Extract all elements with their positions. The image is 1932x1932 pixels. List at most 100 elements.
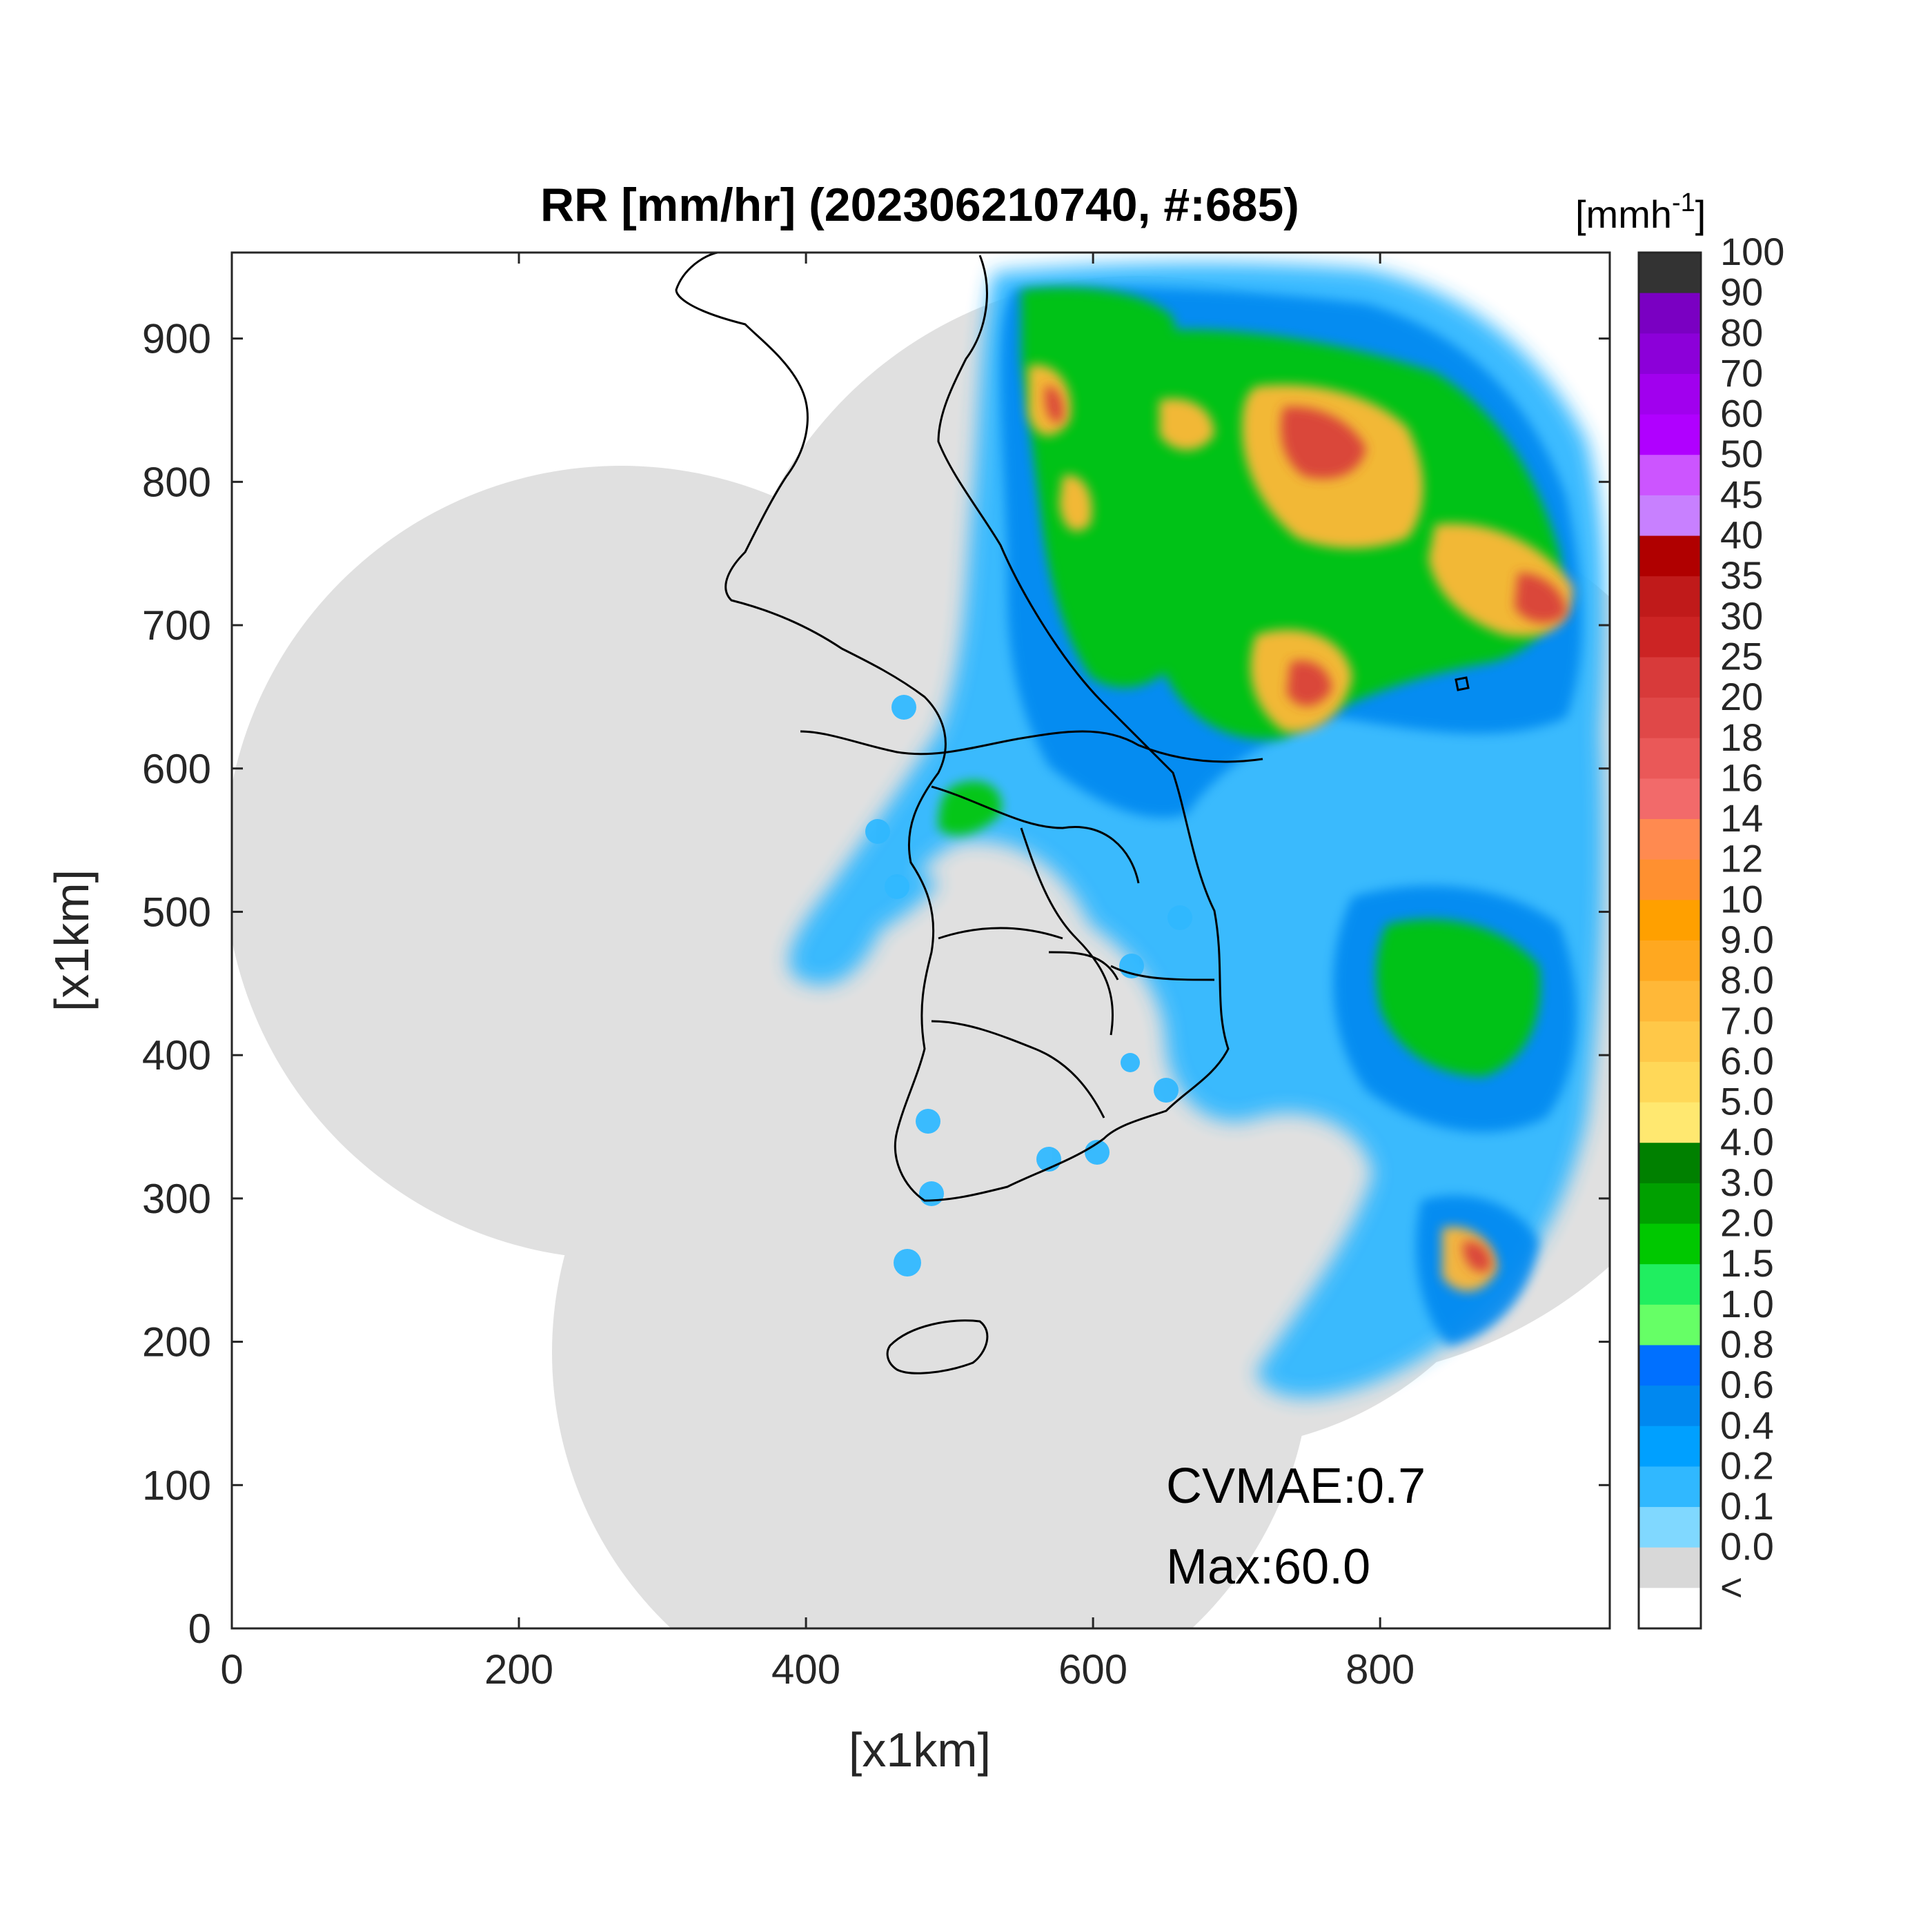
colorbar-cell (1639, 495, 1701, 537)
colorbar-cell (1639, 778, 1701, 820)
boundaries (675, 253, 1470, 1374)
colorbar-label: 9.0 (1720, 918, 1774, 961)
y-tick-label: 600 (142, 746, 211, 792)
cvmae-annotation: CVMAE:0.7 (1166, 1459, 1426, 1514)
colorbar-label: 35 (1720, 553, 1763, 597)
colorbar-cell (1639, 698, 1701, 739)
x-tick-label: 600 (1058, 1646, 1127, 1693)
colorbar-label: 2.0 (1720, 1201, 1774, 1245)
colorbar-cell (1639, 940, 1701, 982)
y-tick-label: 700 (142, 602, 211, 649)
y-tick-label: 100 (142, 1462, 211, 1508)
colorbar-cell (1639, 333, 1701, 375)
rain-extreme (1045, 386, 1566, 1272)
colorbar-label: 0.6 (1720, 1363, 1774, 1406)
colorbar-label: < (1720, 1565, 1743, 1608)
x-tick-label: 0 (220, 1646, 243, 1693)
ulleung-outline (1455, 676, 1470, 691)
y-tick-label: 500 (142, 889, 211, 935)
colorbar-unit-prefix: [mmh (1575, 193, 1672, 236)
colorbar-cell (1639, 1345, 1701, 1386)
x-axis: 0 200 400 600 800 (220, 253, 1414, 1693)
colorbar-cell (1639, 1386, 1701, 1427)
colorbar-cell (1639, 1143, 1701, 1184)
colorbar-cell (1639, 819, 1701, 860)
colorbar-cell (1639, 1102, 1701, 1143)
colorbar-label: 0.1 (1720, 1484, 1774, 1528)
colorbar-label: 0.2 (1720, 1443, 1774, 1487)
colorbar-label: 0.4 (1720, 1403, 1774, 1447)
colorbar-label: 50 (1720, 432, 1763, 475)
colorbar-label: 60 (1720, 392, 1763, 435)
colorbar-label: 8.0 (1720, 958, 1774, 1002)
colorbar-label: 5.0 (1720, 1080, 1774, 1123)
colorbar-cell (1639, 900, 1701, 941)
y-axis-label: [x1km] (45, 869, 99, 1012)
colorbar-label: 90 (1720, 270, 1763, 314)
colorbar-label: 14 (1720, 796, 1763, 840)
colorbar-cell (1639, 738, 1701, 780)
colorbar-cells (1639, 253, 1701, 1629)
colorbar-label: 3.0 (1720, 1161, 1774, 1204)
colorbar-cell (1639, 1426, 1701, 1468)
y-tick-label: 800 (142, 459, 211, 505)
colorbar-cell (1639, 1223, 1701, 1265)
colorbar-cell (1639, 1466, 1701, 1508)
colorbar-label: 10 (1720, 877, 1763, 920)
colorbar-cell (1639, 414, 1701, 455)
colorbar-labels: 100908070605045403530252018161412109.08.… (1720, 230, 1784, 1608)
colorbar-label: 12 (1720, 837, 1763, 880)
precipitation-field (789, 262, 1605, 1398)
colorbar-label: 0.0 (1720, 1525, 1774, 1568)
colorbar-cell (1639, 1021, 1701, 1063)
colorbar-label: 20 (1720, 675, 1763, 718)
colorbar-cell (1639, 293, 1701, 334)
plot-frame (230, 251, 1611, 1630)
colorbar-unit: [mmh-1] (1575, 188, 1706, 236)
colorbar-cell (1639, 1507, 1701, 1548)
korea-outline (675, 253, 1230, 1202)
colorbar-label: 7.0 (1720, 998, 1774, 1042)
x-tick-label: 200 (484, 1646, 553, 1693)
colorbar-unit-exponent: -1 (1672, 188, 1695, 217)
colorbar-label: 40 (1720, 513, 1763, 557)
colorbar-label: 4.0 (1720, 1120, 1774, 1163)
colorbar-cell (1639, 1183, 1701, 1225)
colorbar-cell (1639, 373, 1701, 415)
colorbar-cell (1639, 616, 1701, 658)
colorbar-label: 18 (1720, 716, 1763, 759)
colorbar-label: 6.0 (1720, 1039, 1774, 1083)
plot-area (230, 251, 1611, 1630)
y-tick-label: 300 (142, 1176, 211, 1222)
colorbar-cell (1639, 1547, 1701, 1588)
x-tick-label: 400 (771, 1646, 840, 1693)
jeju-outline (886, 1319, 989, 1374)
colorbar-frame (1637, 251, 1702, 1630)
colorbar-label: 1.0 (1720, 1282, 1774, 1325)
y-tick-label: 200 (142, 1319, 211, 1366)
colorbar: 100908070605045403530252018161412109.08.… (1575, 188, 1784, 1630)
colorbar-label: 45 (1720, 473, 1763, 516)
colorbar-cell (1639, 1061, 1701, 1103)
colorbar-label: 16 (1720, 756, 1763, 799)
colorbar-cell (1639, 859, 1701, 900)
colorbar-cell (1639, 576, 1701, 618)
dmz-line (800, 730, 1263, 763)
colorbar-label: 80 (1720, 310, 1763, 354)
y-axis: 0 100 200 300 400 500 600 700 800 900 (142, 316, 1610, 1652)
colorbar-cell (1639, 1588, 1701, 1629)
x-tick-label: 800 (1346, 1646, 1414, 1693)
colorbar-label: 70 (1720, 351, 1763, 395)
max-annotation: Max:60.0 (1166, 1539, 1370, 1595)
colorbar-cell (1639, 1304, 1701, 1346)
colorbar-label: 1.5 (1720, 1241, 1774, 1285)
y-tick-label: 900 (142, 316, 211, 362)
colorbar-cell (1639, 455, 1701, 496)
colorbar-cell (1639, 657, 1701, 698)
colorbar-label: 25 (1720, 634, 1763, 678)
x-axis-label: [x1km] (849, 1723, 991, 1777)
colorbar-cell (1639, 1264, 1701, 1305)
province-lines (931, 785, 1215, 1118)
colorbar-cell (1639, 980, 1701, 1022)
